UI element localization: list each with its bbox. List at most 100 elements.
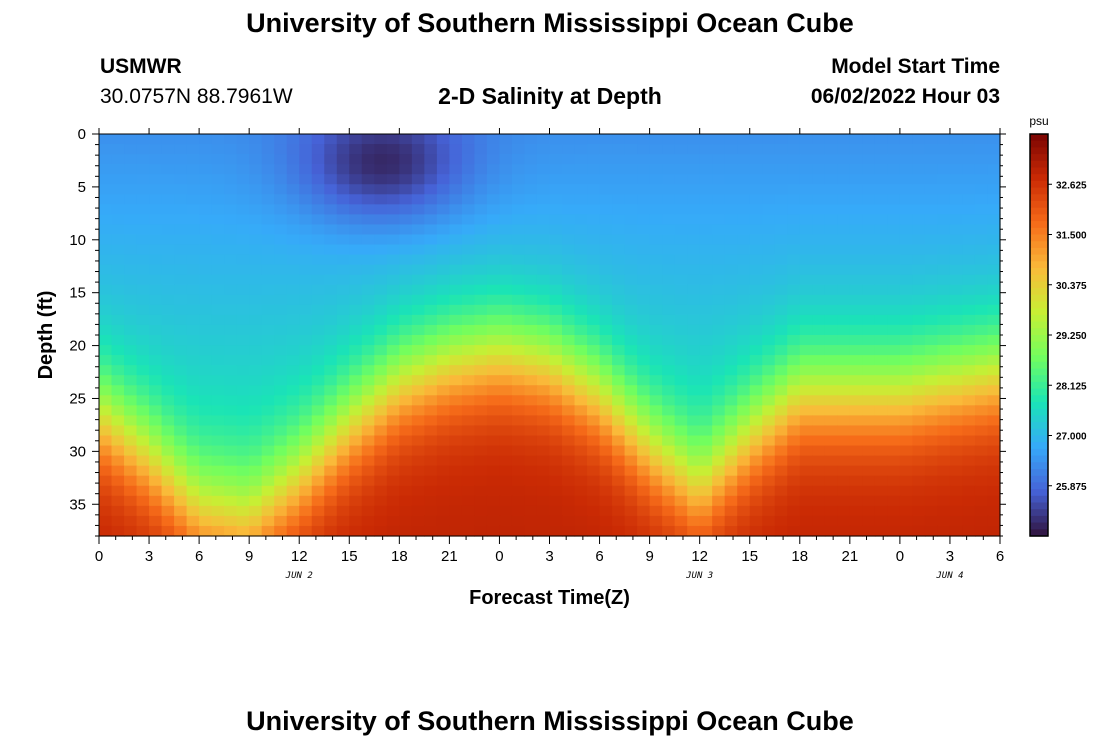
heatmap-cell: [474, 495, 488, 507]
heatmap-cell: [524, 274, 538, 286]
heatmap-cell: [599, 505, 613, 517]
heatmap-cell: [161, 154, 175, 165]
heatmap-cell: [549, 405, 563, 416]
heatmap-cell: [511, 274, 526, 286]
heatmap-cell: [712, 385, 726, 396]
heatmap-cell: [799, 204, 813, 215]
heatmap-cell: [974, 194, 989, 205]
heatmap-cell: [912, 144, 926, 155]
heatmap-cell: [174, 234, 188, 246]
heatmap-cell: [762, 154, 776, 165]
heatmap-cell: [562, 395, 576, 406]
heatmap-cell: [411, 144, 425, 155]
heatmap-cell: [812, 164, 826, 175]
heatmap-cell: [937, 134, 951, 145]
heatmap-cell: [536, 355, 551, 366]
heatmap-cell: [837, 365, 851, 376]
heatmap-cell: [511, 224, 526, 236]
heatmap-cell: [161, 224, 175, 236]
heatmap-cell: [299, 304, 313, 316]
heatmap-cell: [99, 244, 113, 256]
heatmap-cell: [486, 314, 501, 326]
heatmap-cell: [899, 204, 913, 215]
heatmap-cell: [674, 314, 688, 326]
heatmap-cell: [311, 194, 325, 205]
heatmap-cell: [436, 455, 450, 467]
heatmap-cell: [612, 355, 626, 366]
heatmap-cell: [674, 194, 688, 205]
heatmap-cell: [674, 385, 688, 396]
heatmap-cell: [149, 445, 163, 457]
x-tick-label: 15: [341, 548, 358, 565]
heatmap-cell: [249, 435, 263, 447]
heatmap-cell: [411, 164, 425, 175]
heatmap-cell: [649, 144, 663, 155]
heatmap-cell: [812, 234, 826, 246]
heatmap-cell: [562, 375, 576, 386]
heatmap-cell: [161, 214, 175, 226]
heatmap-cell: [336, 405, 350, 416]
heatmap-cell: [974, 505, 989, 517]
heatmap-cell: [799, 455, 813, 467]
heatmap-cell: [124, 405, 138, 416]
heatmap-cell: [186, 214, 200, 226]
colorbar-segment: [1030, 180, 1048, 189]
heatmap-cell: [199, 184, 213, 195]
heatmap-cell: [436, 204, 450, 215]
colorbar-segment: [1030, 341, 1048, 349]
heatmap-cell: [299, 234, 313, 246]
heatmap-cell: [874, 455, 888, 467]
heatmap-cell: [386, 174, 400, 185]
heatmap-cell: [824, 184, 838, 195]
heatmap-cell: [99, 284, 113, 296]
heatmap-cell: [424, 274, 438, 286]
heatmap-cell: [774, 365, 788, 376]
heatmap-cell: [149, 425, 163, 437]
heatmap-cell: [474, 294, 488, 306]
heatmap-cell: [687, 244, 701, 256]
heatmap-cell: [637, 345, 651, 356]
heatmap-cell: [837, 224, 851, 236]
heatmap-cell: [449, 144, 463, 155]
heatmap-cell: [912, 435, 926, 447]
heatmap-cell: [612, 515, 626, 527]
heatmap-cell: [224, 224, 238, 236]
heatmap-cell: [549, 355, 563, 366]
colorbar-segment: [1030, 408, 1048, 416]
heatmap-cell: [762, 415, 776, 427]
heatmap-cell: [799, 415, 813, 427]
heatmap-cell: [299, 224, 313, 236]
heatmap-cell: [336, 435, 350, 447]
heatmap-cell: [737, 425, 751, 437]
heatmap-cell: [624, 345, 638, 356]
heatmap-cell: [749, 194, 763, 205]
heatmap-cell: [236, 164, 250, 175]
heatmap-cell: [111, 475, 125, 487]
heatmap-cell: [211, 525, 225, 537]
heatmap-cell: [411, 435, 425, 447]
heatmap-cell: [899, 485, 913, 497]
heatmap-cell: [912, 445, 926, 457]
heatmap-cell: [649, 455, 663, 467]
heatmap-cell: [286, 214, 300, 226]
heatmap-cell: [549, 425, 563, 437]
heatmap-cell: [274, 254, 288, 266]
heatmap-cell: [236, 395, 250, 406]
heatmap-cell: [787, 465, 801, 477]
heatmap-cell: [524, 214, 538, 226]
heatmap-cell: [549, 385, 563, 396]
heatmap-cell: [211, 154, 225, 165]
heatmap-cell: [874, 304, 888, 316]
heatmap-cell: [461, 264, 476, 276]
heatmap-cell: [837, 455, 851, 467]
heatmap-cell: [436, 525, 450, 537]
heatmap-cell: [399, 355, 413, 366]
heatmap-cell: [687, 174, 701, 185]
heatmap-cell: [762, 375, 776, 386]
heatmap-cell: [536, 385, 551, 396]
heatmap-cell: [874, 495, 888, 507]
heatmap-cell: [286, 144, 300, 155]
heatmap-cell: [712, 455, 726, 467]
heatmap-cell: [99, 274, 113, 286]
heatmap-cell: [649, 244, 663, 256]
